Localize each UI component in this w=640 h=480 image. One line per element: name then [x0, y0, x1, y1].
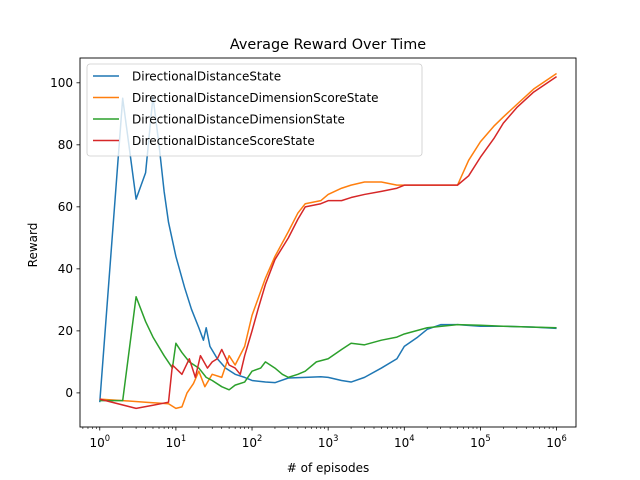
y-tick-label: 80 — [58, 138, 73, 152]
y-tick-label: 100 — [50, 76, 73, 90]
plot-area — [99, 72, 557, 410]
chart-title: Average Reward Over Time — [230, 37, 426, 53]
legend-box — [86, 63, 423, 157]
y-tick-label: 20 — [58, 324, 73, 338]
legend-label-2: DirectionalDistanceDimensionScoreState — [132, 91, 379, 105]
x-tick-label: 100 — [89, 433, 110, 450]
y-tick-label: 0 — [65, 386, 73, 400]
legend-label-1: DirectionalDistanceState — [132, 69, 281, 83]
x-tick-label: 102 — [242, 433, 263, 450]
x-axis: 100 101 102 103 104 105 106 — [82, 427, 567, 450]
x-tick-label: 106 — [546, 433, 567, 450]
series-line-2 — [99, 72, 557, 410]
series-line-3 — [99, 296, 557, 402]
y-axis-label: Reward — [26, 223, 40, 268]
series-line-4 — [99, 75, 557, 410]
axes-frame — [79, 57, 577, 428]
x-tick-label: 105 — [470, 433, 491, 450]
legend-label-4: DirectionalDistanceScoreState — [132, 134, 315, 148]
y-axis: 0 20 40 60 80 100 — [50, 76, 80, 400]
legend-label-3: DirectionalDistanceDimensionState — [132, 112, 345, 126]
legend: DirectionalDistanceState DirectionalDista… — [86, 63, 423, 157]
x-axis-label: # of episodes — [287, 461, 369, 475]
x-tick-label: 104 — [394, 433, 415, 450]
y-tick-label: 40 — [58, 262, 73, 276]
x-tick-label: 101 — [166, 433, 187, 450]
series-line-1 — [99, 96, 557, 403]
y-tick-label: 60 — [58, 200, 73, 214]
x-tick-label: 103 — [318, 433, 339, 450]
